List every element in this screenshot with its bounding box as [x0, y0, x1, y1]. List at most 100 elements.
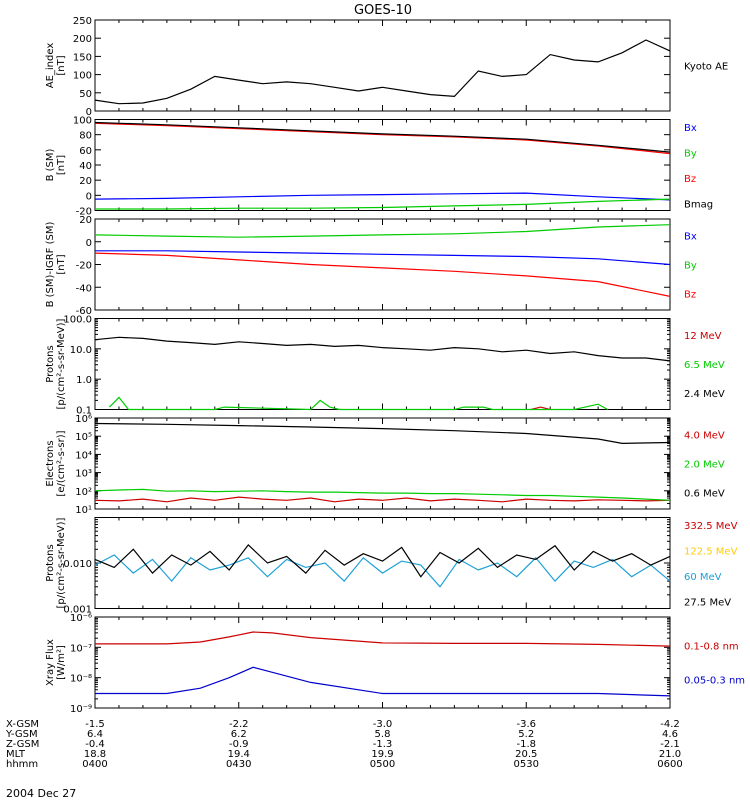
legend-entry: 122.5 MeV	[684, 546, 738, 557]
y-tick-label: 50	[79, 89, 92, 100]
ephemeris-value: 0430	[226, 759, 251, 770]
series-line	[94, 544, 671, 578]
ephemeris-value: 20.5	[515, 749, 537, 760]
y-tick-label: 200	[73, 34, 92, 45]
y-axis-label: Xray Flux	[45, 639, 56, 686]
ephemeris-row-label: Y-GSM	[5, 729, 38, 740]
legend-entry: 4.0 MeV	[684, 431, 725, 442]
series-line	[530, 406, 551, 411]
plot-title: GOES-10	[354, 3, 412, 18]
ephemeris-value: 0400	[82, 759, 107, 770]
y-tick-label: 10⁻⁷	[70, 643, 92, 654]
y-tick-label: 10⁶	[75, 414, 92, 425]
y-tick-label: 10⁵	[75, 432, 92, 443]
series-line	[94, 122, 671, 155]
y-tick-label: 40	[79, 161, 92, 172]
legend-entry: 12 MeV	[684, 331, 722, 342]
legend-entry: 2.0 MeV	[684, 460, 725, 471]
y-tick-label: -60	[76, 306, 92, 317]
ephemeris-value: 6.2	[231, 729, 247, 740]
y-tick-label: 80	[79, 131, 92, 142]
y-axis-label: Electrons	[45, 440, 56, 486]
ephemeris-value: 4.6	[662, 729, 678, 740]
series-line	[108, 396, 608, 411]
ephemeris-row-label: hhmm	[6, 759, 38, 770]
y-tick-label: 60	[79, 146, 92, 157]
legend-entry: 27.5 MeV	[684, 597, 731, 608]
panel-5: 10¹ 10² 10³ 10⁴ 10⁵ 10⁶ Electrons [e/(cm²-s-sr)…	[45, 414, 725, 516]
y-tick-label: 10.0	[70, 345, 92, 356]
y-tick-label: 100	[73, 116, 92, 127]
y-tick-label: 100	[73, 71, 92, 82]
y-tick-label: 0	[86, 191, 92, 202]
ephemeris-value: -4.2	[660, 719, 680, 730]
ephemeris-value: 0530	[514, 759, 539, 770]
y-tick-label: 0.010	[63, 559, 92, 570]
series-line	[94, 121, 671, 153]
y-axis-label: B (SM)-IGRF (SM)	[45, 222, 56, 308]
y-axis-label: [nT]	[56, 55, 67, 75]
ephemeris-value: -2.2	[229, 719, 249, 730]
ephemeris-value: -1.8	[516, 739, 536, 750]
series-line	[95, 631, 671, 647]
panel-frame	[94, 218, 671, 311]
series-line	[94, 224, 671, 238]
series-line	[95, 250, 671, 266]
panel-3: -60 -40 -20 0 20 B (SM)-IGRF (SM) [nT] Bx By Bz	[45, 215, 697, 317]
y-tick-label: 10⁻⁶	[70, 613, 92, 624]
panel-7: 10⁻⁹ 10⁻⁸ 10⁻⁷ 10⁻⁶ Xray Flux [W/m²] 0.1-0.8 n…	[45, 613, 745, 715]
series-line	[94, 336, 671, 362]
ephemeris-value: 19.4	[228, 749, 250, 760]
legend-entry: Bz	[684, 174, 696, 185]
ephemeris-value: -0.9	[229, 739, 249, 750]
ephemeris-value: -2.1	[660, 739, 680, 750]
panel-frame	[94, 119, 671, 211]
series-line	[95, 666, 671, 697]
ephemeris-value: -3.6	[516, 719, 536, 730]
date-label: 2004 Dec 27	[6, 787, 76, 800]
panel-frame	[94, 616, 671, 709]
y-tick-label: 10²	[75, 487, 92, 498]
legend-entry: 2.4 MeV	[684, 389, 725, 400]
panel-frame	[94, 517, 671, 609]
series-line	[94, 496, 671, 503]
legend-entry: 0.1-0.8 nm	[684, 642, 739, 653]
ephemeris-value: 0600	[657, 759, 682, 770]
series-line	[94, 192, 671, 201]
legend-entry: Bx	[684, 232, 697, 243]
y-tick-label: 10¹	[75, 505, 92, 516]
ephemeris-value: 21.0	[659, 749, 681, 760]
y-tick-label: -40	[76, 283, 92, 294]
y-axis-label: B (SM)	[45, 148, 56, 181]
panel-frame	[94, 318, 671, 410]
y-axis-label: Protons	[45, 544, 56, 581]
series-line	[94, 39, 671, 105]
panel-4: 0.1 1.0 10.0 100.0 Protons [p/(cm²-s-sr-MeV)]…	[45, 315, 725, 417]
legend-entry: Bx	[684, 123, 697, 134]
ephemeris-value: -1.3	[373, 739, 393, 750]
series-line	[94, 554, 671, 588]
y-axis-label: [e/(cm²-s-sr)]	[56, 430, 67, 496]
legend-entry: By	[684, 148, 697, 159]
series-line	[95, 198, 671, 210]
y-axis-label: AE_index	[45, 43, 56, 89]
ephemeris-value: -0.4	[85, 739, 105, 750]
panel-frame	[94, 417, 671, 510]
ephemeris-value: 0500	[370, 759, 395, 770]
ephemeris-value: 18.8	[84, 749, 106, 760]
ephemeris-row-label: Z-GSM	[6, 739, 39, 750]
y-tick-label: 1.0	[76, 375, 92, 386]
ephemeris-value: 19.9	[371, 749, 393, 760]
series-line	[94, 252, 671, 297]
legend-entry: 60 MeV	[684, 572, 722, 583]
y-axis-label: [nT]	[56, 155, 67, 175]
legend-entry: Kyoto AE	[684, 62, 728, 73]
series-line	[94, 488, 671, 501]
ephemeris-value: -3.0	[373, 719, 393, 730]
ephemeris-value: 6.4	[87, 729, 103, 740]
legend-entry: 6.5 MeV	[684, 360, 725, 371]
legend-entry: Bmag	[684, 199, 713, 210]
